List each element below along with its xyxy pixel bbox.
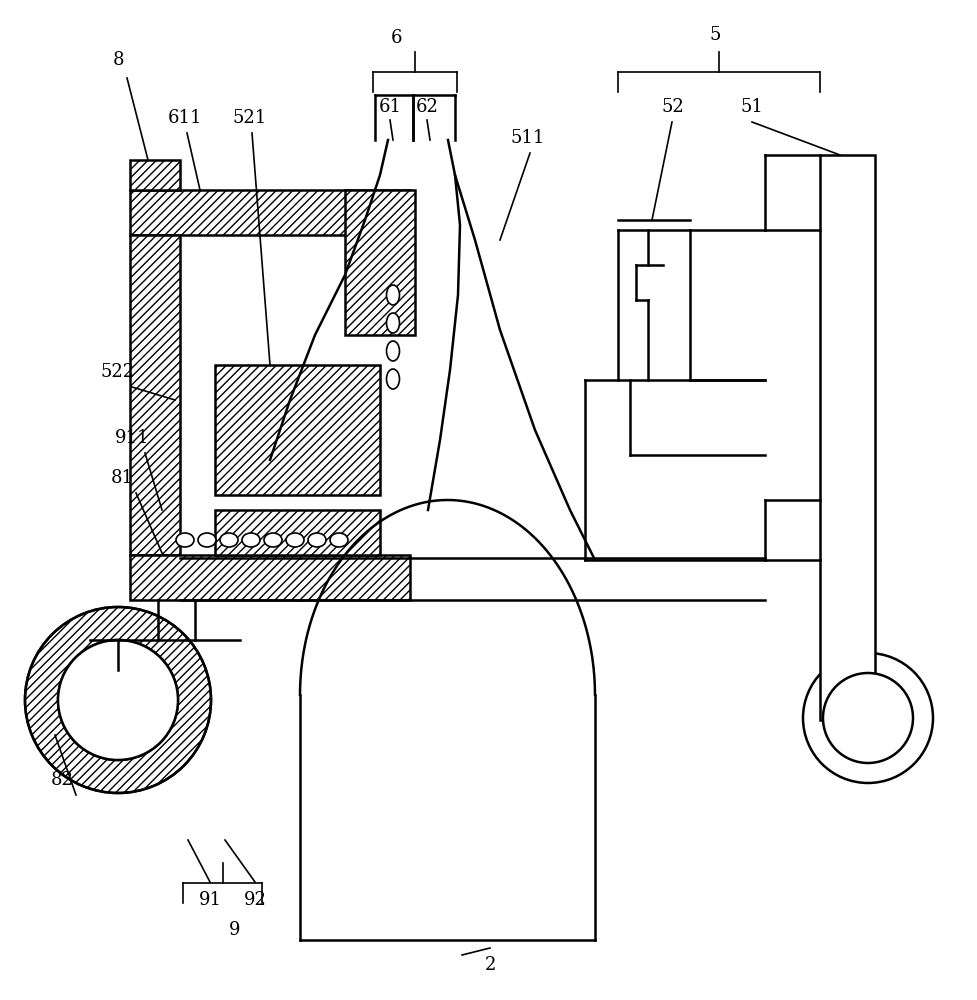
Wedge shape (25, 607, 211, 793)
Ellipse shape (242, 533, 260, 547)
Ellipse shape (264, 533, 282, 547)
Text: 9: 9 (230, 921, 240, 939)
Ellipse shape (286, 533, 304, 547)
Text: 51: 51 (741, 98, 763, 116)
Ellipse shape (330, 533, 348, 547)
Ellipse shape (387, 369, 400, 389)
Text: 911: 911 (114, 429, 149, 447)
Ellipse shape (220, 533, 238, 547)
Bar (345, 190, 415, 335)
Text: 5: 5 (709, 26, 721, 44)
Ellipse shape (387, 285, 400, 305)
Text: 522: 522 (101, 363, 135, 381)
Text: 8: 8 (112, 51, 124, 69)
Text: 91: 91 (198, 891, 222, 909)
Bar (130, 235, 180, 555)
Bar (215, 510, 380, 555)
Text: 62: 62 (415, 98, 439, 116)
Text: 6: 6 (391, 29, 403, 47)
Circle shape (58, 640, 178, 760)
Text: 61: 61 (378, 98, 402, 116)
Ellipse shape (198, 533, 216, 547)
Text: 52: 52 (661, 98, 684, 116)
Bar (215, 365, 380, 495)
Text: 92: 92 (243, 891, 267, 909)
Bar (130, 555, 410, 600)
Text: 511: 511 (511, 129, 545, 147)
Bar (820, 155, 875, 720)
Ellipse shape (387, 341, 400, 361)
Ellipse shape (387, 313, 400, 333)
Text: 2: 2 (485, 956, 495, 974)
Circle shape (823, 673, 913, 763)
Bar (130, 160, 180, 190)
Text: 611: 611 (168, 109, 202, 127)
Ellipse shape (176, 533, 194, 547)
Text: 81: 81 (110, 469, 134, 487)
Circle shape (803, 653, 933, 783)
Ellipse shape (308, 533, 326, 547)
Bar (130, 190, 410, 235)
Text: 521: 521 (233, 109, 267, 127)
Text: 82: 82 (51, 771, 73, 789)
